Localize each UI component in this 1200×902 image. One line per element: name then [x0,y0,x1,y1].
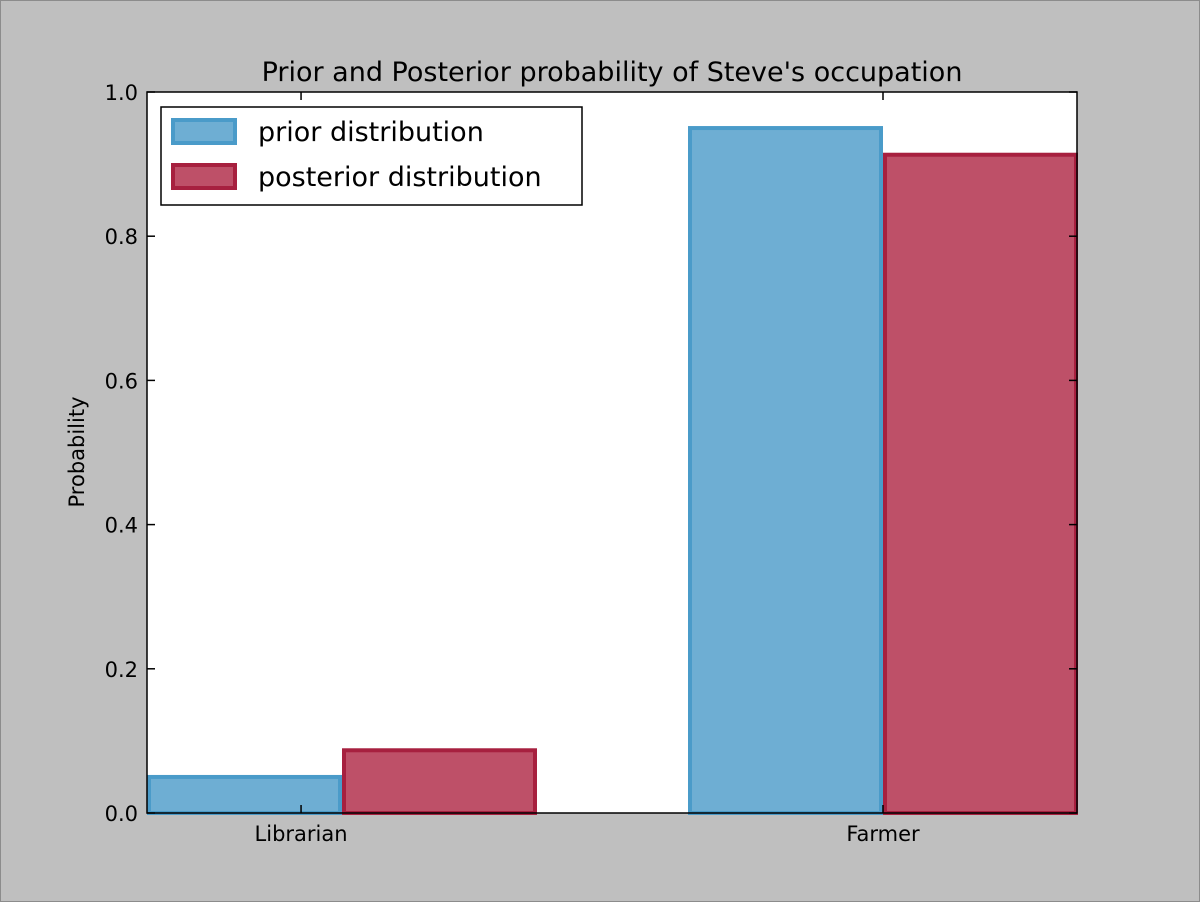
legend-label-prior: prior distribution [258,117,484,148]
x-tick-label-farmer: Farmer [846,822,920,846]
bar-prior-farmer [688,126,883,816]
legend-label-posterior: posterior distribution [258,162,542,193]
y-axis-label: Probability [65,396,89,507]
y-tick-label: 0.4 [105,514,138,538]
bar-posterior-librarian [342,748,537,816]
ticks-layer: 0.0 0.2 0.4 0.6 0.8 1.0 Librarian Farmer [105,81,1077,846]
bars-layer [147,126,1078,816]
plot-frame [146,91,1078,814]
legend-swatch-prior [171,118,237,145]
y-tick-label: 0.0 [105,802,138,826]
y-tick-label: 0.8 [105,225,138,249]
chart-title: Prior and Posterior probability of Steve… [262,57,963,88]
y-tick-label: 1.0 [105,81,138,105]
x-tick-label-librarian: Librarian [255,822,348,846]
legend-swatch-posterior [171,163,237,190]
y-tick-label: 0.6 [105,369,138,393]
bar-posterior-farmer [883,152,1078,816]
bar-prior-librarian [147,774,342,816]
legend: prior distribution posterior distributio… [160,106,583,206]
y-tick-label: 0.2 [105,658,138,682]
